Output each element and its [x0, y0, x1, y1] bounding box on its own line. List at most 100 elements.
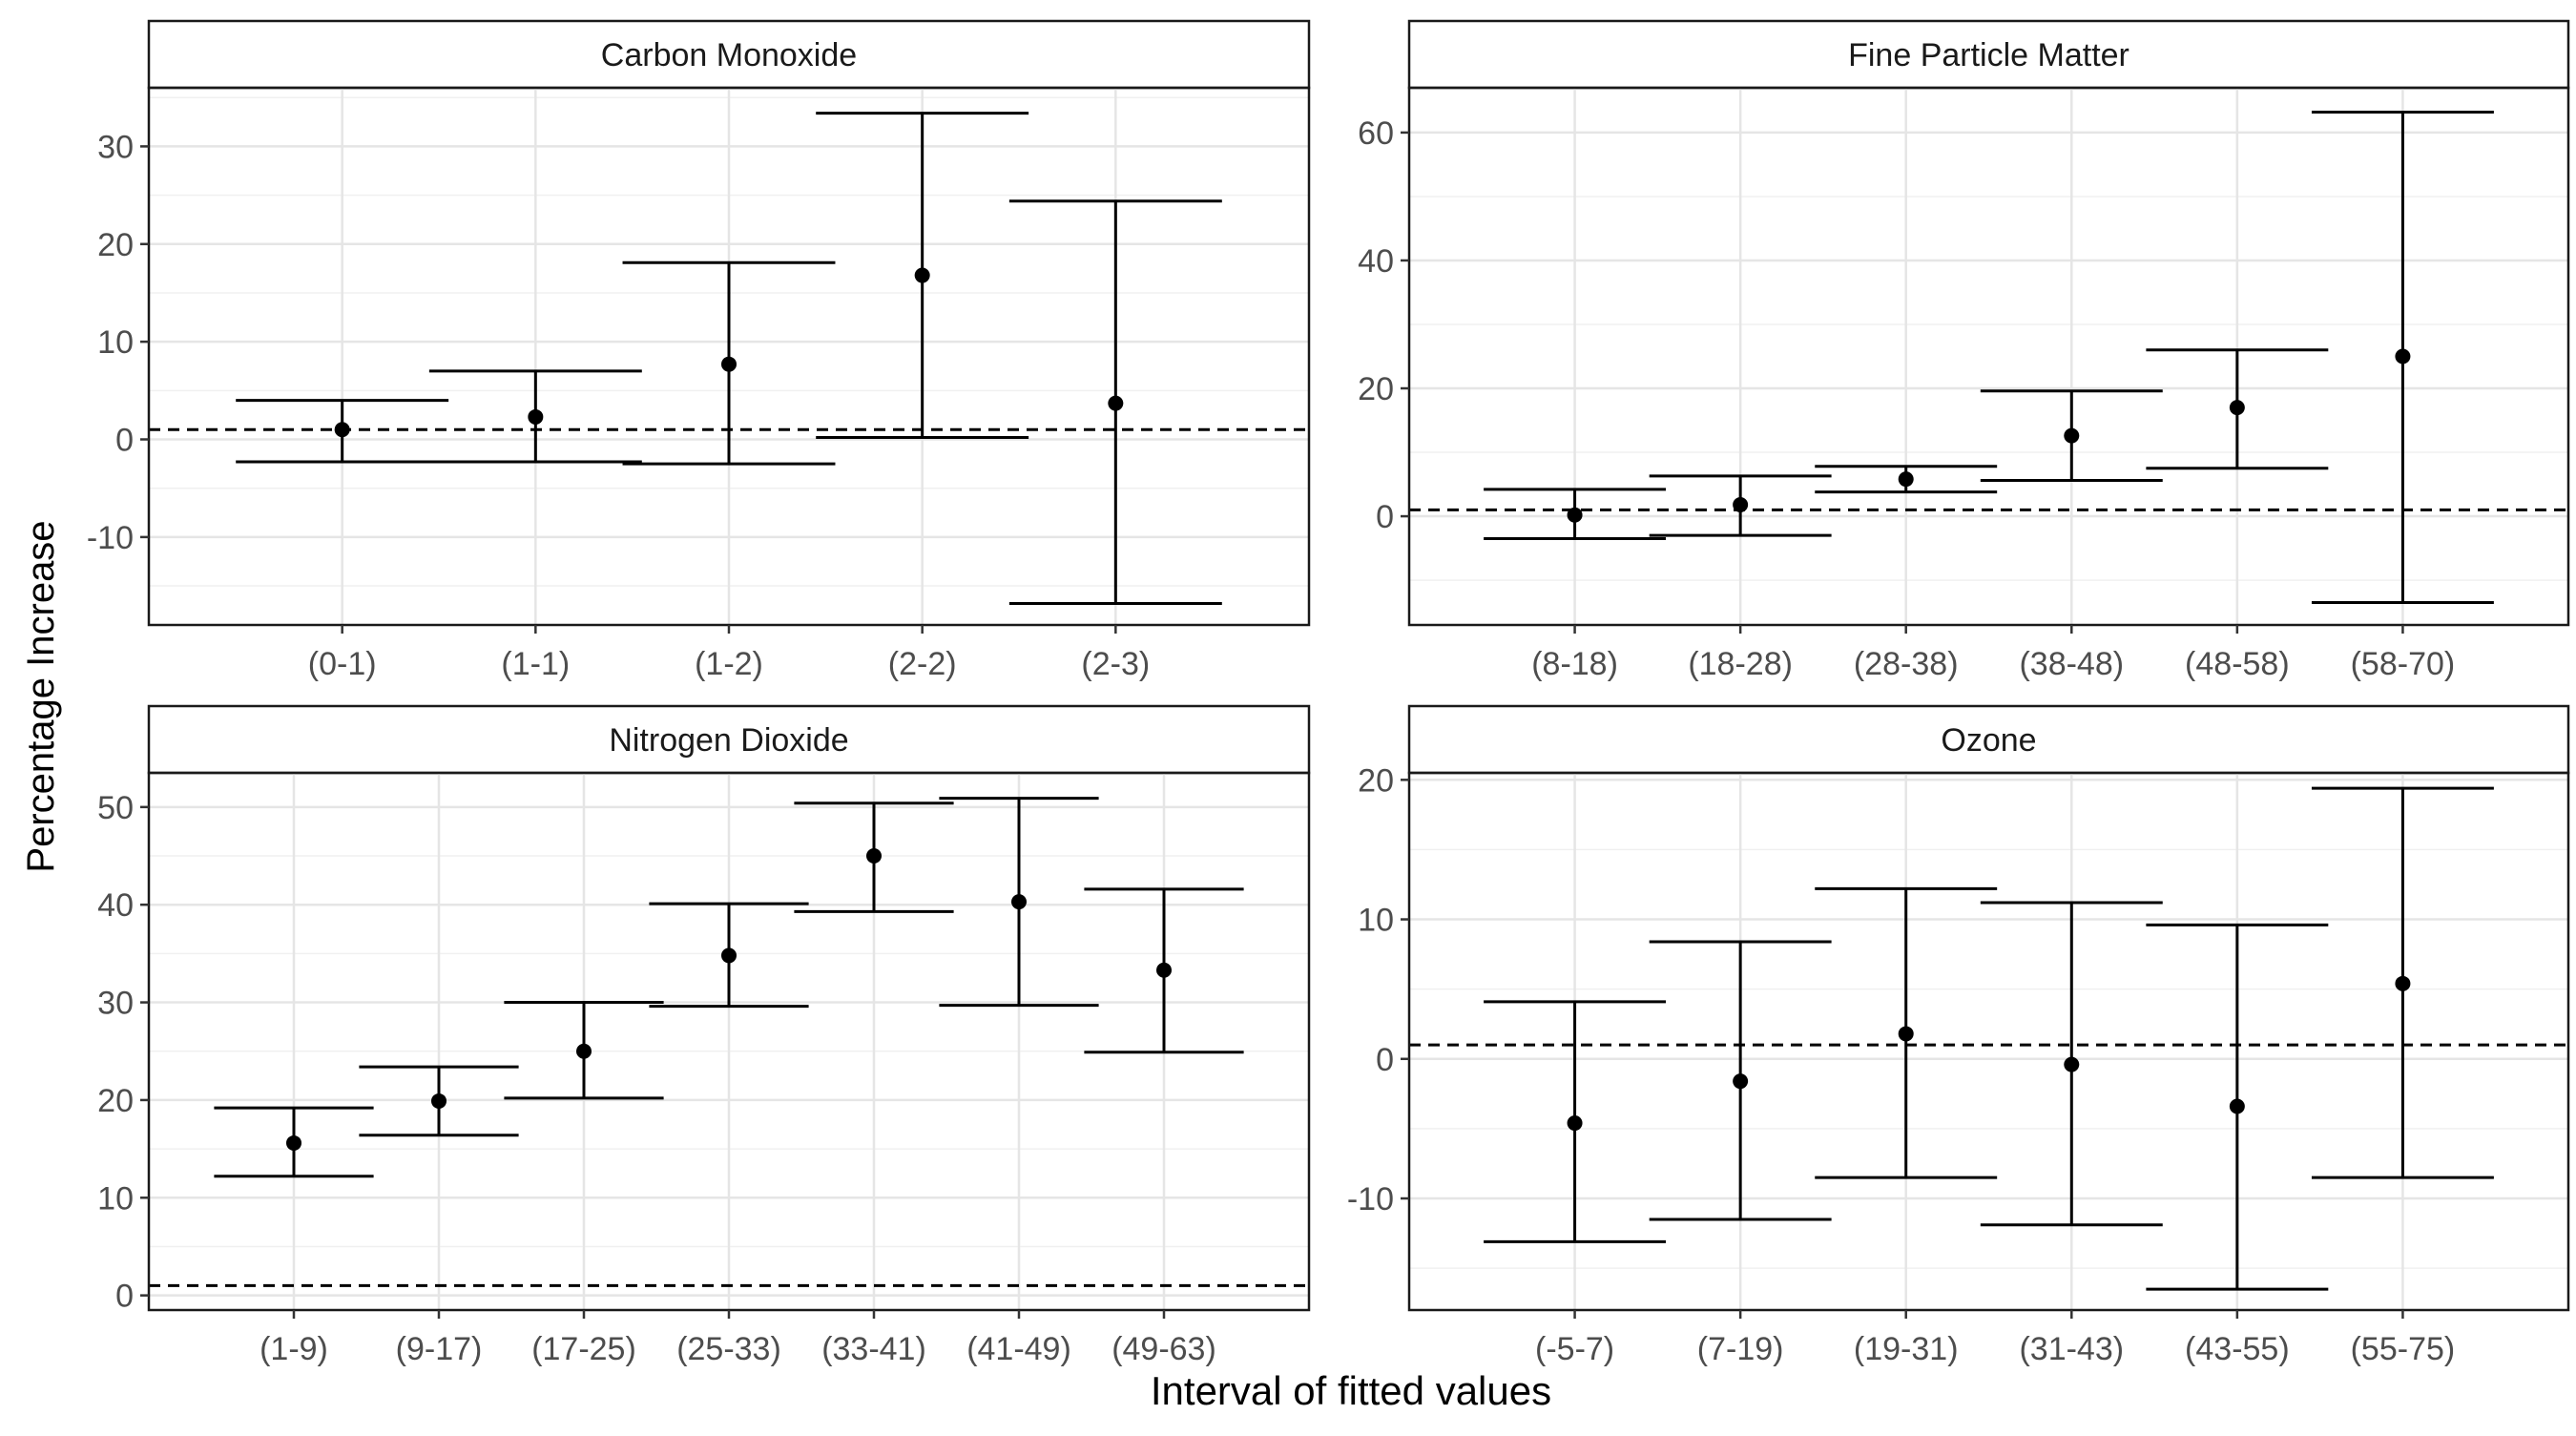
- facet-title: Fine Particle Matter: [1848, 37, 2129, 73]
- errorbar: [649, 902, 809, 1009]
- x-tick-label: (43-55): [2185, 1331, 2290, 1367]
- y-axis-title: Percentage Increase: [20, 520, 62, 872]
- x-tick-label: (41-49): [966, 1331, 1071, 1367]
- errorbar: [1815, 465, 1998, 494]
- facet-title: Carbon Monoxide: [601, 37, 857, 73]
- errorbar: [1484, 1000, 1667, 1243]
- x-tick-label: (33-41): [821, 1331, 926, 1367]
- y-tick-label: 0: [1376, 499, 1394, 535]
- errorbar: [1815, 886, 1998, 1179]
- estimate-point: [721, 356, 737, 372]
- y-tick-label: 0: [1376, 1042, 1394, 1078]
- errorbar: [1980, 389, 2163, 483]
- x-tick-label: (25-33): [676, 1331, 781, 1367]
- estimate-point: [1108, 395, 1124, 411]
- x-tick-label: (9-17): [396, 1331, 483, 1367]
- estimate-point: [866, 848, 882, 864]
- x-tick-label: (38-48): [2019, 646, 2124, 682]
- x-tick-label: (-5-7): [1535, 1331, 1614, 1367]
- x-tick-label: (19-31): [1854, 1331, 1959, 1367]
- y-tick-label: 20: [97, 227, 134, 263]
- x-tick-label: (1-2): [695, 646, 763, 682]
- errorbar: [504, 1001, 664, 1100]
- estimate-point: [2229, 400, 2245, 416]
- x-tick-label: (1-1): [501, 646, 570, 682]
- estimate-point: [2395, 348, 2411, 364]
- x-axis-title: Interval of fitted values: [1151, 1368, 1551, 1413]
- y-tick-label: 20: [97, 1083, 134, 1119]
- errorbar: [1649, 474, 1832, 537]
- y-tick-label: 30: [97, 129, 134, 165]
- estimate-point: [2395, 975, 2411, 991]
- errorbar: [1484, 488, 1667, 541]
- x-tick-label: (55-75): [2351, 1331, 2456, 1367]
- y-tick-label: 20: [1358, 371, 1394, 407]
- x-tick-label: (28-38): [1854, 646, 1959, 682]
- panel-border: [1407, 771, 2570, 1312]
- errorbar: [236, 399, 449, 464]
- errorbar: [214, 1106, 374, 1178]
- estimate-point: [1898, 471, 1914, 488]
- estimate-point: [2229, 1098, 2245, 1114]
- errorbar: [1649, 940, 1832, 1221]
- estimate-point: [1733, 1073, 1749, 1090]
- y-tick-label: 0: [115, 1279, 134, 1315]
- facet-strip: [1407, 19, 2570, 90]
- errorbar: [359, 1065, 519, 1137]
- estimate-point: [914, 267, 930, 283]
- errorbar: [1008, 199, 1222, 605]
- estimate-point: [334, 422, 350, 438]
- y-tick-label: 60: [1358, 115, 1394, 152]
- facet-strip: [147, 704, 1311, 775]
- errorbar: [1980, 901, 2163, 1227]
- estimate-point: [1733, 496, 1749, 512]
- estimate-point: [1567, 507, 1583, 523]
- errorbar: [428, 369, 642, 464]
- panel-2: Fine Particle Matter 0 20 40 60 (8-18) (18-28)…: [1358, 19, 2570, 682]
- x-tick-label: (1-9): [260, 1331, 328, 1367]
- y-tick-label: 10: [97, 324, 134, 361]
- estimate-point: [1011, 894, 1027, 910]
- x-tick-label: (58-70): [2351, 646, 2456, 682]
- estimate-point: [2064, 427, 2080, 444]
- x-tick-label: (18-28): [1688, 646, 1793, 682]
- errorbar: [794, 801, 954, 913]
- estimate-point: [1898, 1026, 1914, 1042]
- panel-4: Ozone -10 0 10 20 (-5-7) (7-19) (19-31) (31-43) (…: [1347, 704, 2570, 1367]
- x-tick-label: (7-19): [1697, 1331, 1784, 1367]
- facet-title: Nitrogen Dioxide: [609, 722, 848, 759]
- errorbar: [816, 112, 1029, 439]
- facet-title: Ozone: [1941, 722, 2036, 759]
- estimate-point: [431, 1093, 447, 1109]
- y-tick-label: -10: [87, 520, 134, 556]
- x-tick-label: (17-25): [531, 1331, 636, 1367]
- estimate-point: [528, 408, 544, 425]
- y-tick-label: 10: [1358, 903, 1394, 939]
- x-tick-label: (48-58): [2185, 646, 2290, 682]
- y-tick-label: 40: [97, 887, 134, 924]
- y-tick-label: 50: [97, 790, 134, 826]
- x-tick-label: (8-18): [1531, 646, 1618, 682]
- errorbar: [2146, 348, 2329, 470]
- y-tick-label: 10: [97, 1180, 134, 1217]
- errorbar: [2146, 923, 2329, 1291]
- estimate-point: [2064, 1056, 2080, 1072]
- panel-border: [1407, 86, 2570, 627]
- x-tick-label: (31-43): [2019, 1331, 2124, 1367]
- x-tick-label: (49-63): [1111, 1331, 1216, 1367]
- estimate-point: [721, 947, 737, 964]
- x-tick-label: (2-3): [1081, 646, 1150, 682]
- estimate-point: [286, 1134, 301, 1151]
- y-tick-label: 30: [97, 986, 134, 1022]
- x-tick-label: (0-1): [308, 646, 377, 682]
- facet-strip: [147, 19, 1311, 90]
- facet-strip: [1407, 704, 2570, 775]
- y-tick-label: 20: [1358, 762, 1394, 799]
- estimate-point: [1156, 962, 1172, 978]
- y-tick-label: 40: [1358, 243, 1394, 280]
- errorbar: [2311, 110, 2494, 605]
- y-tick-label: 0: [115, 423, 134, 459]
- estimate-point: [1567, 1115, 1583, 1132]
